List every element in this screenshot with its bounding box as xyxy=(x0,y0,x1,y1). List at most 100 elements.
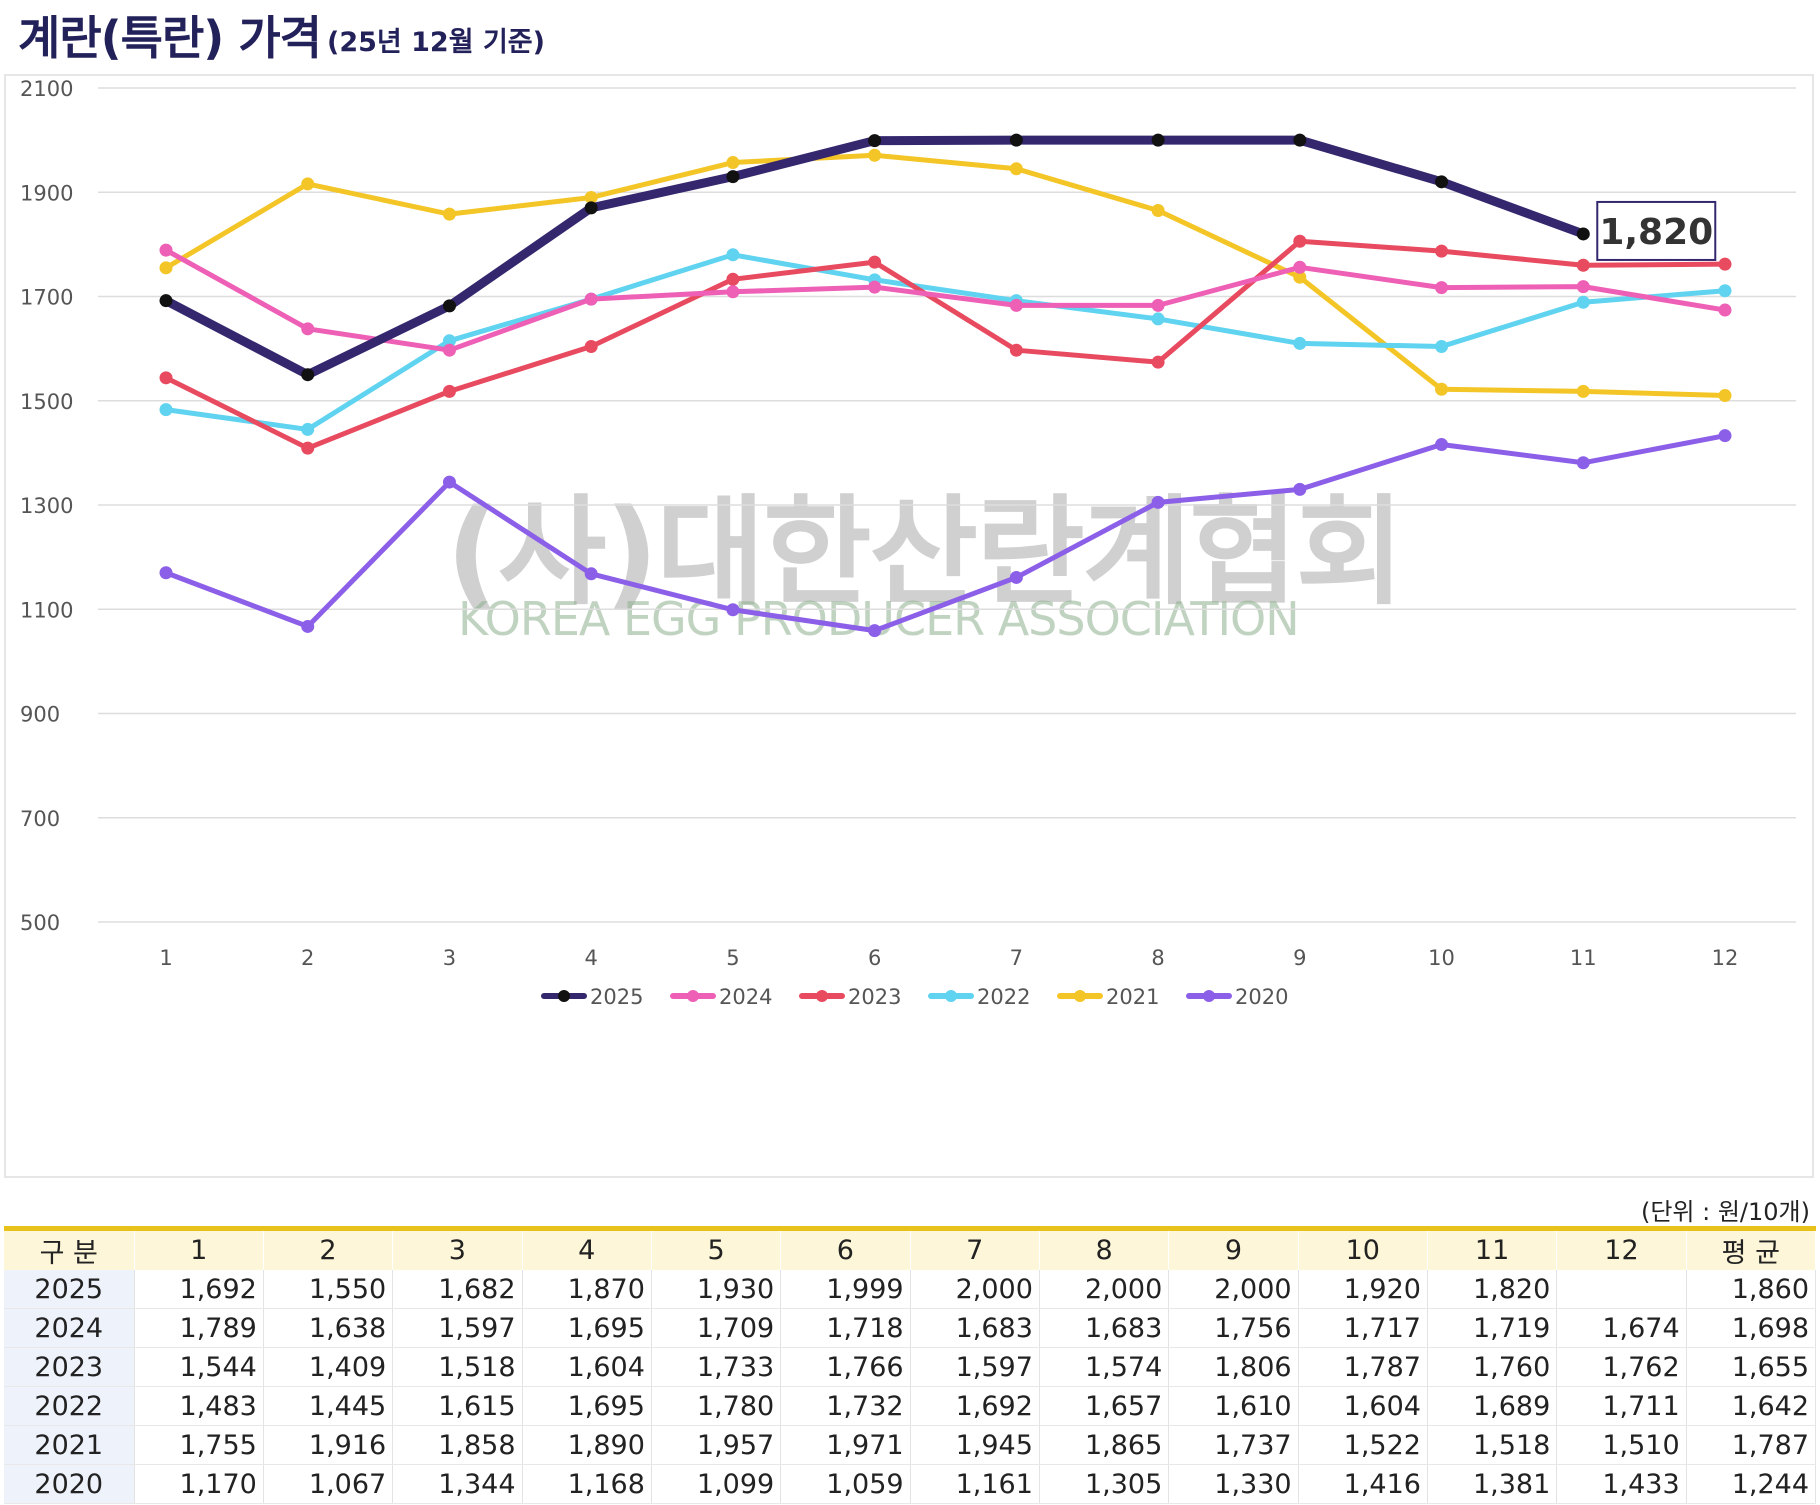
table-cell: 1,766 xyxy=(780,1347,911,1387)
table-cell: 1,067 xyxy=(263,1464,394,1504)
data-point xyxy=(1718,429,1732,443)
x-tick-label: 2 xyxy=(301,946,314,970)
table-cell: 1,518 xyxy=(392,1347,523,1387)
data-point xyxy=(301,619,315,633)
table-cell: 1,820 xyxy=(1427,1270,1558,1309)
table-cell: 2,000 xyxy=(1039,1270,1170,1309)
title-subtitle: (25년 12월 기준) xyxy=(326,27,545,58)
data-point xyxy=(1151,298,1165,312)
table-cell: 1,698 xyxy=(1686,1308,1817,1348)
table-cell: 1,518 xyxy=(1427,1425,1558,1465)
x-tick-label: 3 xyxy=(443,946,456,970)
table-cell: 1,550 xyxy=(263,1270,394,1309)
series-line-2022 xyxy=(163,252,1728,432)
legend-item-2025: 2025 xyxy=(541,985,643,1009)
legend-label: 2022 xyxy=(977,985,1030,1009)
table-cell: 1,860 xyxy=(1686,1270,1817,1309)
legend-marker xyxy=(945,990,957,1002)
table-cell: 1,416 xyxy=(1298,1464,1428,1504)
table-cell: 1,737 xyxy=(1168,1425,1299,1465)
table-cell: 1,732 xyxy=(780,1386,911,1426)
data-point xyxy=(584,292,598,306)
callout-value: 1,820 xyxy=(1599,212,1713,253)
table-header-cell: 12 xyxy=(1556,1228,1687,1270)
table-cell: 1,870 xyxy=(522,1270,652,1309)
table-cell: 1,780 xyxy=(651,1386,782,1426)
price-table: 구 분 1 2 3 4 5 6 7 8 9 10 11 12 평 균 2025 1,692 1,550 1,68… xyxy=(4,1226,1817,1504)
data-point xyxy=(1293,336,1307,350)
table-cell: 1,168 xyxy=(522,1464,652,1504)
table-cell: 1,755 xyxy=(134,1425,264,1465)
legend-item-2023: 2023 xyxy=(799,985,901,1009)
table-cell: 1,615 xyxy=(392,1386,523,1426)
table-year-cell: 2020 xyxy=(4,1464,135,1504)
legend-label: 2021 xyxy=(1106,985,1159,1009)
table-cell: 1,787 xyxy=(1298,1347,1428,1387)
data-point xyxy=(1576,258,1590,272)
data-point xyxy=(442,475,456,489)
table-cell: 1,597 xyxy=(910,1347,1040,1387)
data-point xyxy=(1151,133,1165,147)
table-cell: 1,409 xyxy=(263,1347,394,1387)
series-2025 xyxy=(159,133,1590,382)
table-cell: 2,000 xyxy=(1168,1270,1299,1309)
x-tick-label: 10 xyxy=(1428,946,1455,970)
data-point xyxy=(1435,244,1449,258)
table-cell: 1,381 xyxy=(1427,1464,1558,1504)
table-cell: 1,711 xyxy=(1556,1386,1687,1426)
table-cell: 1,945 xyxy=(910,1425,1040,1465)
table-cell: 1,574 xyxy=(1039,1347,1170,1387)
data-point xyxy=(442,343,456,357)
table-cell: 1,642 xyxy=(1686,1386,1817,1426)
data-point xyxy=(1718,257,1732,271)
table-row: 2022 1,483 1,445 1,615 1,695 1,780 1,732 1,692 1… xyxy=(4,1386,1817,1426)
x-tick-label: 7 xyxy=(1010,946,1023,970)
table-cell: 1,244 xyxy=(1686,1464,1817,1504)
y-tick-label: 1500 xyxy=(20,390,73,414)
legend-item-2024: 2024 xyxy=(670,985,772,1009)
legend-item-2020: 2020 xyxy=(1186,985,1288,1009)
table-header-cell: 5 xyxy=(651,1228,782,1270)
table-cell: 1,344 xyxy=(392,1464,523,1504)
series-2024 xyxy=(159,243,1732,357)
data-point xyxy=(1151,203,1165,217)
data-point xyxy=(868,280,882,294)
data-point xyxy=(726,156,740,170)
table-cell: 1,638 xyxy=(263,1308,394,1348)
table-cell: 1,689 xyxy=(1427,1386,1558,1426)
data-point xyxy=(726,272,740,286)
table-header-cell: 평 균 xyxy=(1686,1228,1817,1270)
table-header-cell: 2 xyxy=(263,1228,394,1270)
table-cell: 2,000 xyxy=(910,1270,1040,1309)
data-point xyxy=(1435,382,1449,396)
data-point xyxy=(1293,270,1307,284)
data-point xyxy=(1151,495,1165,509)
y-tick-label: 700 xyxy=(20,807,60,831)
y-tick-label: 1100 xyxy=(20,598,73,622)
table-cell: 1,655 xyxy=(1686,1347,1817,1387)
x-tick-label: 6 xyxy=(868,946,881,970)
table-year-cell: 2021 xyxy=(4,1425,135,1465)
table-header-cell: 1 xyxy=(134,1228,264,1270)
data-point xyxy=(1009,298,1023,312)
table-cell: 1,858 xyxy=(392,1425,523,1465)
table-header-cell: 6 xyxy=(780,1228,911,1270)
table-cell: 1,305 xyxy=(1039,1464,1170,1504)
data-point xyxy=(1293,260,1307,274)
data-point xyxy=(1576,227,1590,241)
table-cell: 1,683 xyxy=(910,1308,1040,1348)
table-cell: 1,762 xyxy=(1556,1347,1687,1387)
x-tick-label: 8 xyxy=(1151,946,1164,970)
data-point xyxy=(1576,295,1590,309)
table-cell: 1,756 xyxy=(1168,1308,1299,1348)
table-row: 2021 1,755 1,916 1,858 1,890 1,957 1,971 1,945 1… xyxy=(4,1425,1817,1465)
data-point xyxy=(159,243,173,257)
table-header-cell: 10 xyxy=(1298,1228,1428,1270)
table-year-cell: 2022 xyxy=(4,1386,135,1426)
chart-title: 계란(특란) 가격 (25년 12월 기준) xyxy=(18,6,545,68)
x-tick-label: 9 xyxy=(1293,946,1306,970)
data-point xyxy=(726,285,740,299)
y-tick-label: 1700 xyxy=(20,286,73,310)
x-tick-label: 4 xyxy=(584,946,597,970)
